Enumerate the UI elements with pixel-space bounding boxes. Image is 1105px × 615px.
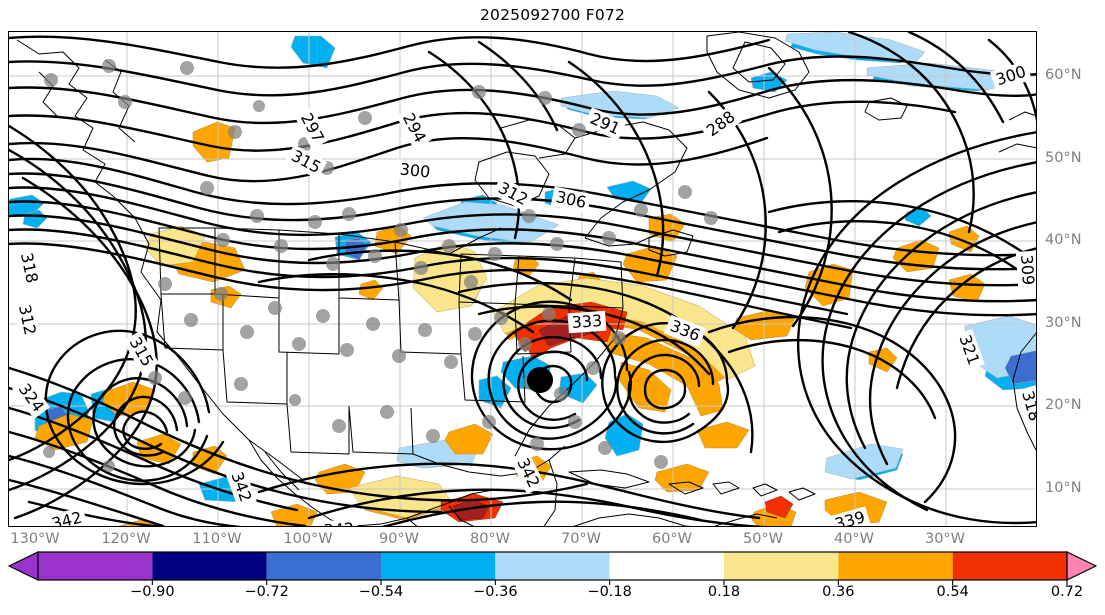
xtick-label: 100°W (283, 531, 333, 547)
colorbar-band[interactable] (952, 552, 1067, 580)
colorbar-band[interactable] (724, 552, 839, 580)
xtick-label: 110°W (192, 531, 242, 547)
colorbar-extend-high (1066, 551, 1097, 581)
ytick-label: 40°N (1045, 232, 1082, 248)
colorbar[interactable] (8, 551, 1097, 585)
ytick-label: 20°N (1045, 397, 1082, 413)
xtick-label: 50°W (742, 531, 784, 547)
ytick-label: 30°N (1045, 315, 1082, 331)
xtick-label: 90°W (378, 531, 420, 547)
colorbar-band[interactable] (495, 552, 610, 580)
colorbar-tick-label: −0.18 (587, 584, 632, 600)
map-contour-canvas (9, 32, 1036, 526)
colorbar-band[interactable] (838, 552, 953, 580)
xtick-label: 70°W (560, 531, 602, 547)
xtick-label: 80°W (469, 531, 511, 547)
xtick-label: 30°W (924, 531, 966, 547)
colorbar-swatches[interactable] (8, 551, 1097, 587)
ytick-label: 60°N (1045, 67, 1082, 83)
colorbar-tick-label: 0.54 (936, 584, 969, 600)
tc-center-marker[interactable] (527, 367, 553, 393)
colorbar-tick-label: −0.90 (130, 584, 175, 600)
colorbar-tick-label: −0.72 (244, 584, 289, 600)
xtick-label: 130°W (10, 531, 60, 547)
colorbar-frame (37, 551, 1068, 581)
colorbar-band[interactable] (381, 552, 496, 580)
colorbar-tick-label: −0.36 (473, 584, 518, 600)
colorbar-band[interactable] (38, 552, 153, 580)
colorbar-band[interactable] (152, 552, 267, 580)
xtick-label: 120°W (101, 531, 151, 547)
xtick-label: 40°W (833, 531, 875, 547)
page-title: 2025092700 F072 (479, 6, 626, 24)
ytick-label: 50°N (1045, 150, 1082, 166)
colorbar-band[interactable] (266, 552, 381, 580)
colorbar-extend-low (8, 551, 39, 581)
colorbar-tick-label: 0.72 (1050, 584, 1084, 600)
colorbar-band[interactable] (609, 552, 724, 580)
map-plot-area[interactable]: 297 294 315 300 312 291 288 306 300 318 312 315 324 3… (8, 31, 1037, 527)
colorbar-tick-label: 0.36 (822, 584, 855, 600)
colorbar-tick-label: 0.18 (707, 584, 741, 600)
ytick-label: 10°N (1045, 480, 1082, 496)
colorbar-tick-label: −0.54 (358, 584, 404, 600)
xtick-label: 60°W (651, 531, 693, 547)
